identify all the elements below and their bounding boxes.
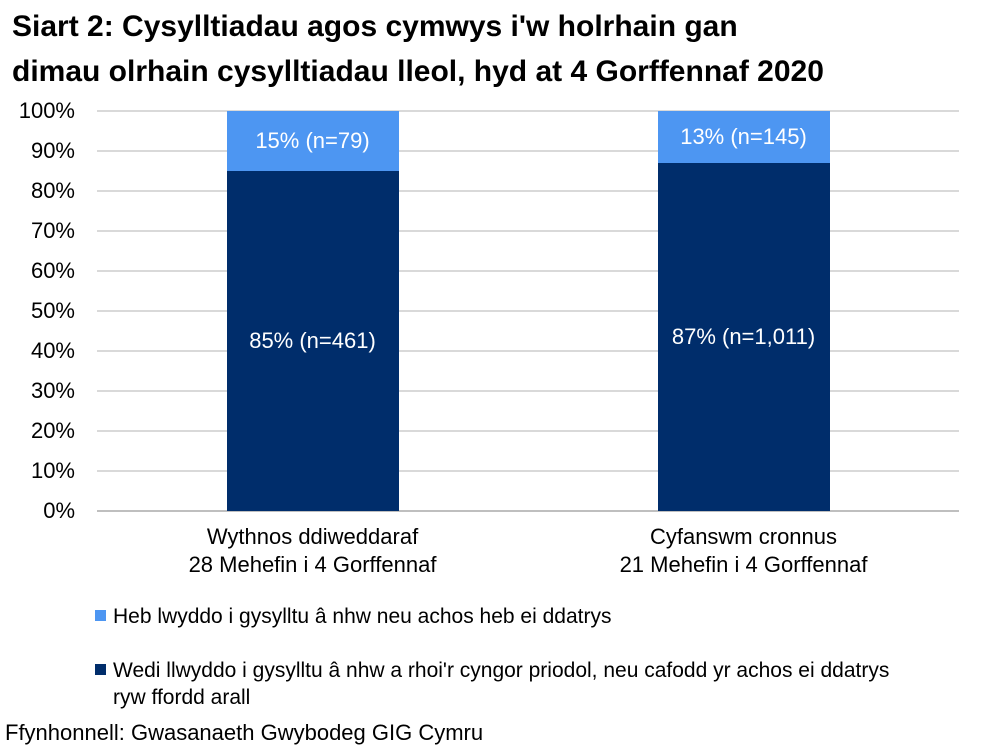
bar-segment-value-label: 15% (n=79) [255,128,370,153]
chart-title-line-2: dimau olrhain cysylltiadau lleol, hyd at… [12,55,824,88]
legend-swatch-icon [95,610,106,621]
legend-label: Wedi llwyddo i gysylltu â nhw a rhoi'r c… [113,659,890,709]
legend-item: Wedi llwyddo i gysylltu â nhw a rhoi'r c… [95,657,935,711]
chart-title-line-1: Siart 2: Cysylltiadau agos cymwys i'w ho… [12,10,738,43]
y-axis-tick-label: 80% [30,178,75,203]
category-label-line-1: Wythnos ddiweddaraf [206,524,419,549]
legend-swatch-icon [95,664,106,675]
y-axis-tick-label: 0% [43,498,75,523]
gridline [97,390,959,392]
y-axis-tick-label: 60% [30,258,75,283]
gridline [97,270,959,272]
category-label-line-1: Cyfanswm cronnus [649,524,838,549]
legend-label: Heb lwyddo i gysylltu â nhw neu achos he… [113,605,612,628]
legend-item: Heb lwyddo i gysylltu â nhw neu achos he… [95,603,935,630]
chart-legend: Heb lwyddo i gysylltu â nhw neu achos he… [95,603,935,738]
gridline [97,430,959,432]
y-axis-tick-label: 100% [18,98,75,123]
y-axis-tick-label: 90% [30,138,75,163]
gridline [97,230,959,232]
bar-segment: 85% (n=461) [226,171,399,511]
gridline [97,310,959,312]
y-axis-tick-label: 50% [30,298,75,323]
bar-segment-value-label: 13% (n=145) [680,124,807,149]
category-label-line-2: 28 Mehefin i 4 Gorffennaf [188,552,437,577]
bar-segment-value-label: 85% (n=461) [249,328,376,353]
y-axis-tick-label: 70% [30,218,75,243]
gridline [97,110,959,112]
chart-title: Siart 2: Cysylltiadau agos cymwys i'w ho… [12,4,824,94]
x-axis-category-label: Cyfanswm cronnus 21 Mehefin i 4 Gorffenna… [528,523,960,579]
category-label-line-2: 21 Mehefin i 4 Gorffennaf [619,552,868,577]
gridline [97,150,959,152]
bar-segment: 15% (n=79) [226,111,399,171]
gridline [97,350,959,352]
gridline [97,190,959,192]
y-axis-tick-label: 10% [30,458,75,483]
bar-segment: 87% (n=1,011) [657,163,830,511]
gridline [97,470,959,472]
x-axis-line [97,510,959,512]
source-text: Ffynhonnell: Gwasanaeth Gwybodeg GIG Cym… [5,720,484,745]
bar-segment-value-label: 87% (n=1,011) [671,324,816,349]
y-axis-tick-label: 30% [30,378,75,403]
bar-segment: 13% (n=145) [657,111,830,163]
y-axis-tick-label: 20% [30,418,75,443]
y-axis-tick-label: 40% [30,338,75,363]
x-axis-category-label: Wythnos ddiweddaraf 28 Mehefin i 4 Gorffe… [97,523,529,579]
